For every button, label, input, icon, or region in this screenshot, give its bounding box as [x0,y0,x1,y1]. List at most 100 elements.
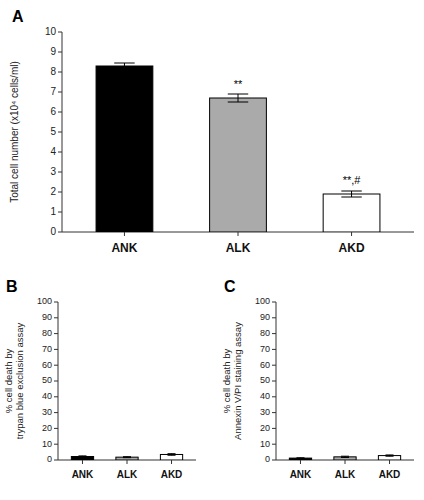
y-tick [54,396,58,397]
panel-title: C [224,278,236,295]
error-bar [386,455,394,456]
error-cap [341,197,361,198]
plot-area [71,454,182,460]
y-tick-label: 50 [42,375,52,385]
bar [289,458,311,460]
y-tick [58,192,62,193]
y-tick-label: 90 [260,312,270,322]
y-tick [272,365,276,366]
y-tick [54,317,58,318]
error-bar [296,457,304,459]
y-tick [272,317,276,318]
bar [116,457,138,460]
y-tick-label: 30 [260,407,270,417]
y-tick-label: 80 [260,328,270,338]
bar [96,66,153,232]
x-tick [351,232,352,236]
error-cap [78,457,86,458]
y-tick [54,302,58,303]
x-tick-label: ALK [117,469,138,480]
error-cap [168,455,176,456]
y-tick-label: 0 [47,454,52,464]
y-tick [54,349,58,350]
error-bar [78,456,86,457]
x-tick [171,460,172,464]
error-cap [114,69,134,70]
y-tick-label: 30 [42,407,52,417]
error-cap [296,458,304,459]
y-tick [58,152,62,153]
y-tick-label: 70 [42,344,52,354]
y-tick-label: 10 [42,439,52,449]
x-tick-label: ANK [111,241,137,255]
error-cap [123,457,131,458]
error-bar [341,456,349,457]
figure: 012345678910ANKALKAKD****,#Total cell nu… [0,0,424,500]
error-bar [123,456,131,458]
y-axis-label: % cell death bytrypan blue exclusion ass… [3,322,25,439]
page: {"chart_data": [ {"type": "bar", "title"… [0,0,424,500]
error-cap [341,456,349,457]
y-axis-label-line: % cell death by [221,349,232,414]
x-tick [82,460,83,464]
y-axis-label-line: % cell death by [3,349,14,414]
y-tick-label: 60 [42,360,52,370]
error-cap [386,454,394,455]
y-tick-label: 50 [260,375,270,385]
y-tick [58,112,62,113]
error-cap [228,94,248,95]
y-tick-label: 70 [260,344,270,354]
y-tick-label: 9 [50,46,56,57]
y-tick-label: 3 [50,166,56,177]
error-stem [124,63,125,69]
bar [160,454,182,460]
y-tick-label: 100 [255,296,270,306]
bar [71,457,93,460]
y-axis-line [276,302,277,460]
x-tick-label: AKD [339,241,365,255]
error-stem [351,191,352,197]
y-tick-label: 1 [50,206,56,217]
bar [334,457,356,460]
y-tick [272,460,276,461]
panel-title: A [12,8,24,25]
x-tick [389,460,390,464]
error-cap [168,453,176,454]
y-axis-label: Total cell number (x10⁴ cells/ml) [9,61,20,203]
panel: 0102030405060708090100ANKALKAKD% cell de… [3,278,196,480]
y-tick [272,396,276,397]
annotation: **,# [343,174,362,186]
y-tick-label: 10 [45,26,57,37]
error-cap [78,455,86,456]
bar [378,456,400,460]
y-tick [58,32,62,33]
y-tick-label: 20 [42,423,52,433]
y-tick-label: 4 [50,146,56,157]
x-tick-label: ALK [226,241,251,255]
y-tick-label: 0 [265,454,270,464]
y-tick [54,444,58,445]
error-cap [341,191,361,192]
error-cap [341,457,349,458]
y-tick [54,365,58,366]
x-tick-label: ALK [335,469,356,480]
error-bar [168,454,176,456]
y-tick [272,428,276,429]
annotation: ** [234,78,243,90]
error-cap [296,457,304,458]
y-tick [54,412,58,413]
y-tick [54,381,58,382]
y-tick-label: 20 [260,423,270,433]
y-tick-label: 40 [42,391,52,401]
y-tick [54,333,58,334]
x-tick-label: ANK [290,469,312,480]
error-bar [228,94,248,102]
x-tick-label: AKD [161,469,183,480]
y-axis-label-line: trypan blue exclusion assay [14,322,25,439]
y-tick-label: 100 [37,296,52,306]
error-cap [114,63,134,64]
y-tick-label: 8 [50,66,56,77]
chart-container: 012345678910ANKALKAKD****,#Total cell nu… [0,0,424,500]
y-tick [272,381,276,382]
y-tick [272,302,276,303]
